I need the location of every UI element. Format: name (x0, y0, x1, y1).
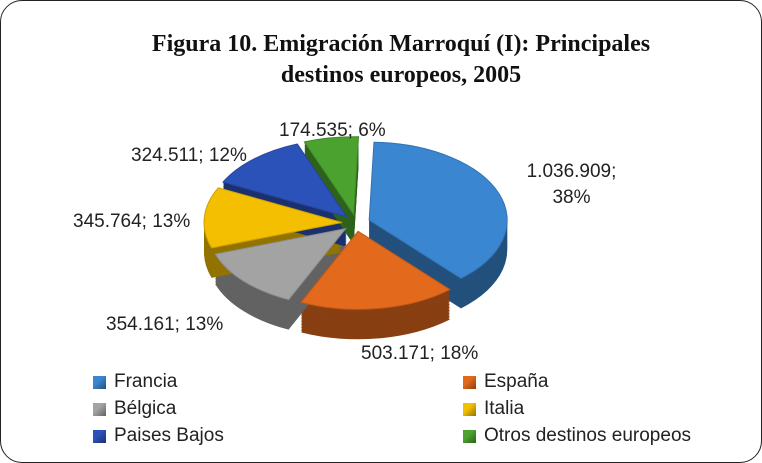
data-label: 1.036.909; 38% (526, 161, 617, 208)
legend-entry: Otros destinos europeos (463, 425, 691, 447)
data-label: 354.161; 13% (106, 314, 224, 335)
slice (214, 227, 347, 301)
legend-swatch (93, 375, 106, 389)
legend-entry: España (463, 371, 548, 393)
legend-entry: Paises Bajos (93, 425, 224, 447)
slice (300, 230, 451, 310)
legend-swatch (93, 429, 106, 443)
slice (222, 143, 348, 218)
data-label: 174.535; 6% (279, 120, 386, 141)
data-label: 503.171; 18% (361, 343, 479, 364)
legend-label: Italia (484, 398, 525, 419)
legend-label: Paises Bajos (114, 425, 224, 446)
slice (303, 136, 360, 217)
legend-label: España (484, 371, 549, 392)
legend-swatch (463, 429, 476, 443)
legend-label: Bélgica (114, 398, 177, 419)
legend-swatch (93, 402, 106, 416)
legend-label: Francia (114, 371, 178, 392)
slice (368, 141, 508, 279)
legend-entry: Bélgica (93, 398, 176, 420)
chart-title: Figura 10. Emigración Marroquí (I): Prin… (151, 31, 651, 88)
legend-label: Otros destinos europeos (484, 425, 692, 446)
legend-entry: Francia (93, 371, 177, 393)
legend-swatch (463, 402, 476, 416)
legend-swatch (463, 375, 476, 389)
data-label: 324.511; 12% (131, 145, 247, 166)
legend-entry: Italia (463, 398, 524, 420)
data-label: 345.764; 13% (73, 211, 191, 232)
slice (203, 187, 343, 249)
